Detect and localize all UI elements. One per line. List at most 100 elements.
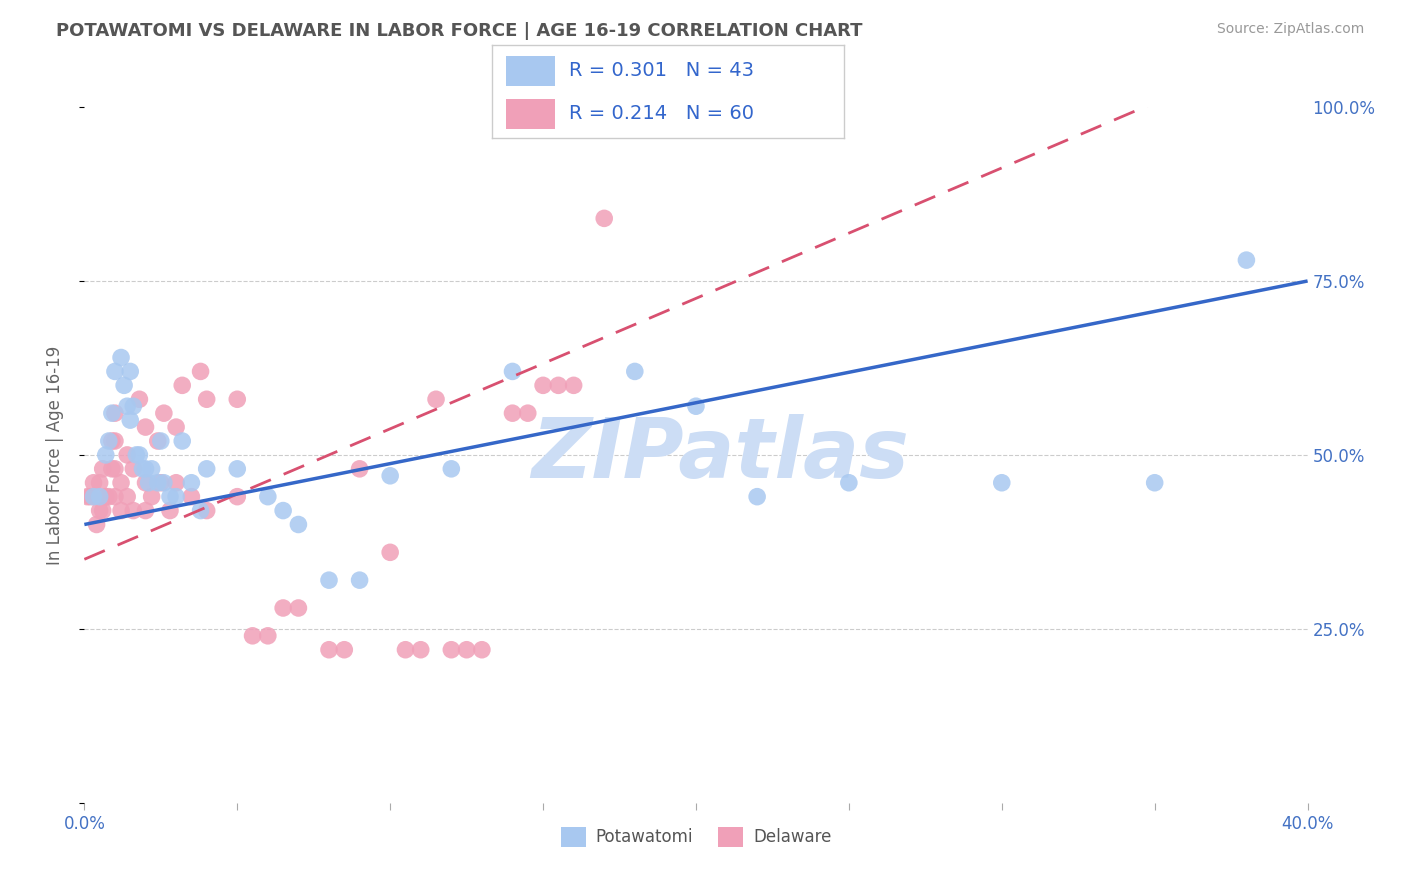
- Point: [380, 468, 402, 483]
- Point: [190, 503, 212, 517]
- Point: [271, 601, 294, 615]
- Point: [146, 434, 169, 448]
- Point: [149, 475, 172, 490]
- Point: [838, 475, 860, 490]
- Point: [409, 642, 432, 657]
- Point: [394, 642, 416, 657]
- Point: [89, 475, 111, 490]
- Point: [195, 462, 218, 476]
- Point: [120, 413, 142, 427]
- Point: [471, 642, 494, 657]
- Point: [165, 420, 187, 434]
- Point: [101, 462, 124, 476]
- Point: [593, 211, 616, 226]
- Point: [195, 503, 218, 517]
- Point: [101, 406, 124, 420]
- Point: [122, 462, 145, 476]
- Point: [79, 490, 101, 504]
- Point: [153, 406, 176, 420]
- Point: [91, 503, 114, 517]
- Text: R = 0.301   N = 43: R = 0.301 N = 43: [569, 62, 755, 80]
- Text: ZIPatlas: ZIPatlas: [531, 415, 910, 495]
- Point: [122, 503, 145, 517]
- Y-axis label: In Labor Force | Age 16-19: In Labor Force | Age 16-19: [45, 345, 63, 565]
- Text: Source: ZipAtlas.com: Source: ZipAtlas.com: [1216, 22, 1364, 37]
- Point: [165, 490, 187, 504]
- Point: [287, 517, 309, 532]
- Point: [89, 490, 111, 504]
- Point: [172, 378, 194, 392]
- Point: [149, 434, 172, 448]
- Point: [1236, 253, 1258, 268]
- Point: [86, 517, 108, 532]
- Point: [115, 490, 138, 504]
- Point: [991, 475, 1014, 490]
- Point: [287, 601, 309, 615]
- Point: [120, 364, 142, 378]
- Point: [165, 475, 187, 490]
- Point: [747, 490, 769, 504]
- Point: [547, 378, 569, 392]
- Point: [271, 503, 294, 517]
- Point: [141, 462, 163, 476]
- Point: [318, 573, 340, 587]
- Point: [685, 399, 707, 413]
- Point: [115, 399, 138, 413]
- Point: [349, 462, 371, 476]
- Point: [112, 378, 135, 392]
- Point: [135, 475, 157, 490]
- Point: [502, 406, 524, 420]
- Point: [318, 642, 340, 657]
- Point: [440, 642, 463, 657]
- Point: [131, 462, 153, 476]
- Point: [83, 475, 105, 490]
- Point: [257, 629, 280, 643]
- Point: [349, 573, 371, 587]
- Point: [516, 406, 538, 420]
- Point: [226, 392, 249, 407]
- Point: [128, 448, 150, 462]
- Point: [502, 364, 524, 378]
- Point: [333, 642, 356, 657]
- Point: [138, 475, 160, 490]
- Point: [624, 364, 647, 378]
- Point: [456, 642, 478, 657]
- Point: [146, 475, 169, 490]
- FancyBboxPatch shape: [506, 56, 555, 86]
- Point: [122, 399, 145, 413]
- Point: [135, 462, 157, 476]
- Point: [115, 448, 138, 462]
- Point: [94, 490, 117, 504]
- Point: [226, 462, 249, 476]
- Point: [242, 629, 264, 643]
- Point: [531, 378, 554, 392]
- Point: [104, 364, 127, 378]
- Point: [110, 503, 132, 517]
- Point: [94, 448, 117, 462]
- Point: [141, 490, 163, 504]
- Point: [180, 490, 202, 504]
- Point: [101, 434, 124, 448]
- Legend: Potawatomi, Delaware: Potawatomi, Delaware: [554, 820, 838, 854]
- Point: [110, 475, 132, 490]
- Point: [110, 351, 132, 365]
- Point: [380, 545, 402, 559]
- Point: [190, 364, 212, 378]
- Point: [195, 392, 218, 407]
- Point: [226, 490, 249, 504]
- Point: [97, 434, 120, 448]
- FancyBboxPatch shape: [506, 99, 555, 129]
- Point: [135, 503, 157, 517]
- Point: [562, 378, 585, 392]
- Point: [172, 434, 194, 448]
- Text: POTAWATOMI VS DELAWARE IN LABOR FORCE | AGE 16-19 CORRELATION CHART: POTAWATOMI VS DELAWARE IN LABOR FORCE | …: [56, 22, 863, 40]
- Point: [128, 392, 150, 407]
- Text: R = 0.214   N = 60: R = 0.214 N = 60: [569, 104, 755, 123]
- Point: [257, 490, 280, 504]
- Point: [91, 462, 114, 476]
- Point: [104, 462, 127, 476]
- Point: [440, 462, 463, 476]
- Point: [159, 503, 181, 517]
- Point: [104, 434, 127, 448]
- Point: [153, 475, 176, 490]
